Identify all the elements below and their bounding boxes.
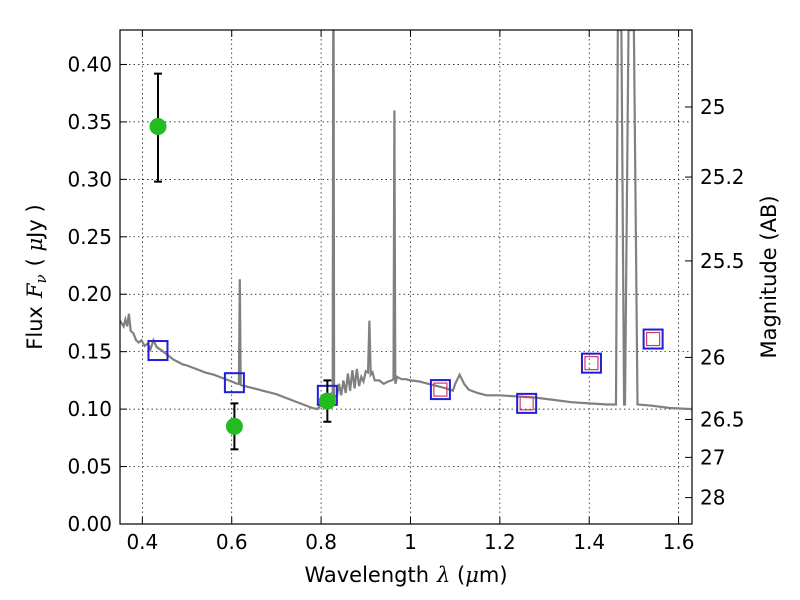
y2-tick-label: 27 bbox=[700, 445, 725, 469]
x-tick-label: 1 bbox=[404, 530, 417, 554]
x-tick-label: 0.4 bbox=[126, 530, 158, 554]
model-red-square-marker bbox=[519, 396, 534, 411]
observed-point bbox=[318, 392, 336, 410]
y-tick-label: 0.30 bbox=[67, 167, 112, 191]
model-red-square-marker bbox=[584, 356, 599, 371]
y-tick-label: 0.25 bbox=[67, 225, 112, 249]
x-tick-label: 1.4 bbox=[573, 530, 605, 554]
y-axis-label: FluxFν( μJy ) bbox=[23, 204, 50, 349]
y-tick-label: 0.20 bbox=[67, 282, 112, 306]
y-tick-label: 0.15 bbox=[67, 340, 112, 364]
plot-area bbox=[120, 30, 692, 451]
y2-tick-label: 25.2 bbox=[700, 165, 745, 189]
model-blue-square-marker bbox=[147, 340, 169, 362]
spectrum-line bbox=[120, 30, 692, 411]
y-tick-label: 0.05 bbox=[67, 455, 112, 479]
x-tick-label: 0.8 bbox=[305, 530, 337, 554]
y2-tick-label: 25.5 bbox=[700, 249, 745, 273]
y2-tick-label: 26 bbox=[700, 345, 725, 369]
x-tick-label: 1.6 bbox=[663, 530, 695, 554]
model-blue-square-marker bbox=[642, 328, 664, 350]
model-blue-square-marker bbox=[429, 379, 451, 401]
model-blue-square-marker bbox=[223, 372, 245, 394]
y-tick-label: 0.00 bbox=[67, 512, 112, 536]
model-blue-square-marker bbox=[516, 392, 538, 414]
observed-point bbox=[225, 417, 243, 435]
grid bbox=[120, 30, 692, 525]
y2-tick-label: 25 bbox=[700, 95, 725, 119]
right-axis-label: Magnitude (AB) bbox=[757, 195, 781, 358]
axes-frame bbox=[119, 29, 693, 525]
y-tick-label: 0.10 bbox=[67, 397, 112, 421]
observed-point bbox=[149, 118, 167, 136]
model-red-square-marker bbox=[646, 331, 661, 347]
model-blue-square-marker bbox=[580, 352, 602, 374]
axis-ticks: 0.4 0.6 0.8 1 1.2 1.4 1.6 0.00 0.05 0.10 0.15 0.20 0… bbox=[67, 30, 745, 554]
y-tick-label: 0.40 bbox=[67, 52, 112, 76]
y2-tick-label: 28 bbox=[700, 486, 725, 510]
model-red-square-marker bbox=[433, 382, 448, 397]
y2-tick-label: 26.5 bbox=[700, 407, 745, 431]
x-tick-label: 0.6 bbox=[216, 530, 248, 554]
x-tick-label: 1.2 bbox=[484, 530, 516, 554]
y-tick-label: 0.35 bbox=[67, 110, 112, 134]
x-axis-label: Wavelength λ (μm) bbox=[304, 563, 507, 587]
